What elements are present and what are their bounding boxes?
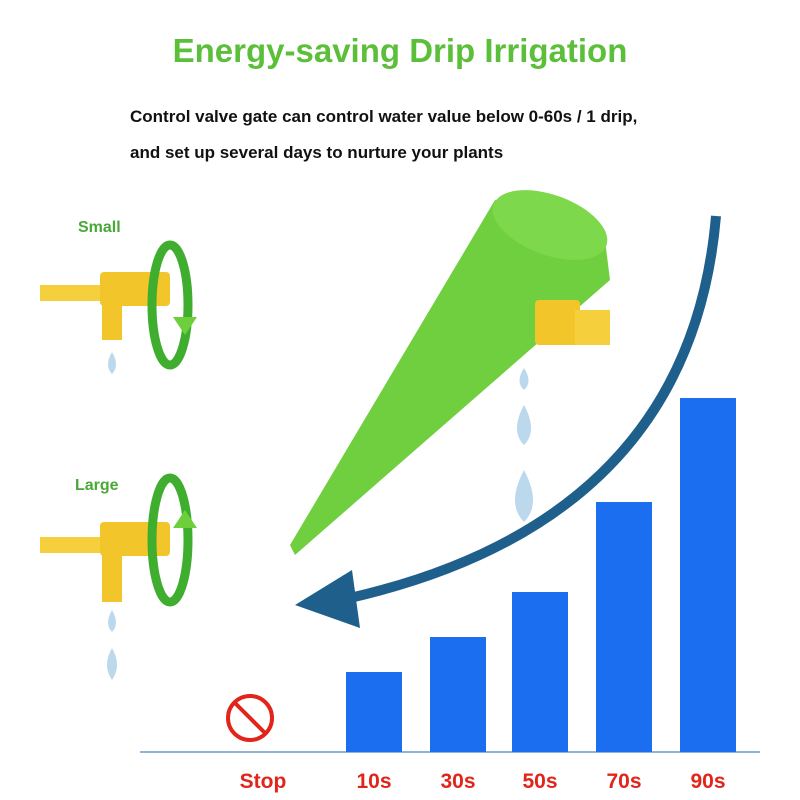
bar <box>430 637 486 752</box>
x-tick-label: 50s <box>522 770 557 793</box>
bar <box>680 398 736 752</box>
stop-icon <box>226 694 274 742</box>
bar <box>512 592 568 752</box>
x-tick-label: Stop <box>240 770 287 793</box>
description-line: Control valve gate can control water val… <box>130 107 637 126</box>
x-tick-label: 30s <box>440 770 475 793</box>
curved-arrow <box>295 215 721 628</box>
large-valve <box>40 473 197 680</box>
drip-spike <box>290 190 610 555</box>
description-line: and set up several days to nurture your … <box>130 143 503 162</box>
bar <box>346 672 402 752</box>
x-tick-label: 10s <box>356 770 391 793</box>
x-tick-label: 70s <box>606 770 641 793</box>
large-label: Large <box>75 477 119 494</box>
title: Energy-saving Drip Irrigation <box>173 32 628 69</box>
small-label: Small <box>78 219 121 236</box>
bar <box>596 502 652 752</box>
small-valve <box>40 240 197 374</box>
x-tick-label: 90s <box>690 770 725 793</box>
